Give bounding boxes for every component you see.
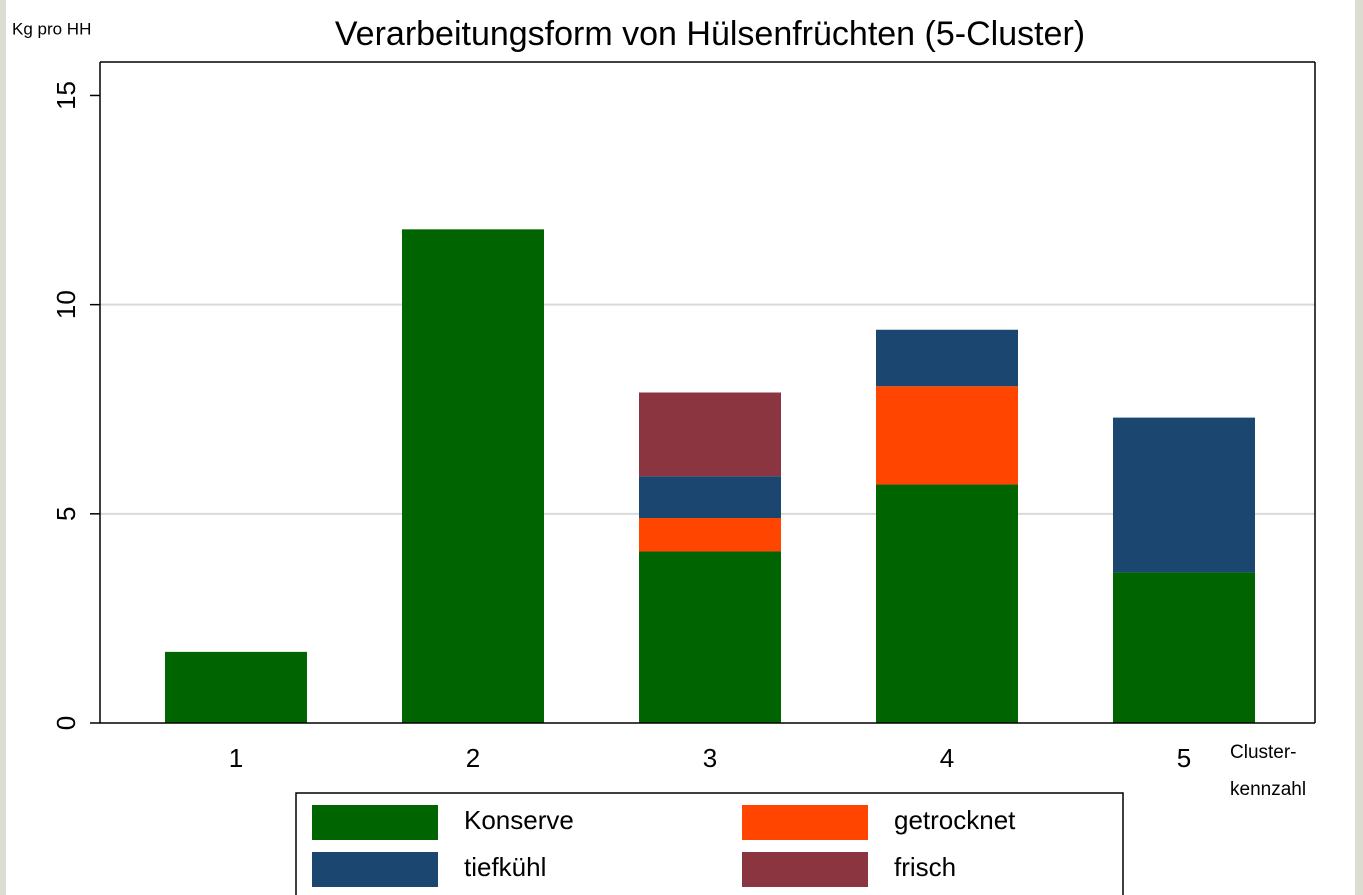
x-axis-label: Cluster-	[1230, 742, 1297, 763]
legend-label: Konserve	[464, 805, 574, 835]
y-tick-label: 0	[51, 716, 81, 730]
x-tick-label: 4	[940, 743, 954, 773]
bar-segment	[639, 392, 781, 477]
legend-label: tiefkühl	[464, 852, 546, 882]
legend-swatch	[742, 852, 868, 887]
y-tick-label: 15	[51, 81, 81, 110]
bar-segment	[1113, 417, 1255, 573]
bar-segment	[402, 229, 544, 723]
x-tick-label: 1	[229, 743, 243, 773]
bar-segment	[165, 651, 307, 723]
y-axis-label: Kg pro HH	[12, 19, 91, 38]
y-tick-label: 10	[51, 290, 81, 319]
legend-swatch	[312, 805, 438, 840]
y-tick-label: 5	[51, 507, 81, 521]
x-tick-label: 5	[1177, 743, 1191, 773]
legend-swatch	[742, 805, 868, 840]
legend-swatch	[312, 852, 438, 887]
x-tick-label: 3	[703, 743, 717, 773]
bar-segment	[1113, 572, 1255, 723]
x-axis-label: kennzahl	[1230, 779, 1306, 800]
bar-segment	[639, 551, 781, 723]
legend-label: getrocknet	[894, 805, 1016, 835]
bar-segment	[639, 518, 781, 552]
x-tick-label: 2	[466, 743, 480, 773]
chart-title: Verarbeitungsform von Hülsenfrüchten (5-…	[335, 15, 1085, 53]
bar-segment	[876, 386, 1018, 485]
bar-segment	[639, 476, 781, 519]
legend-label: frisch	[894, 852, 956, 882]
bar-segment	[876, 329, 1018, 387]
bar-segment	[876, 484, 1018, 723]
